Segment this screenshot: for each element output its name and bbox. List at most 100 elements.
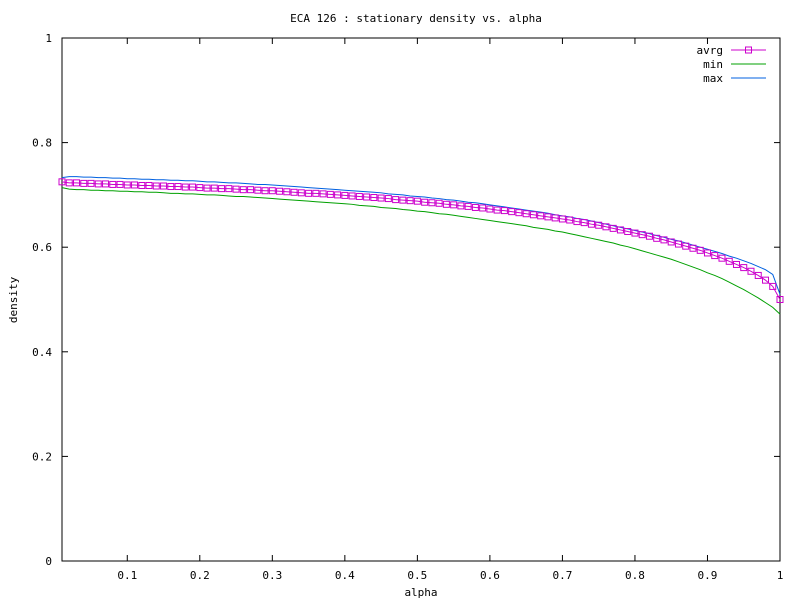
data-point-avrg: [319, 190, 327, 198]
data-point-avrg: [645, 232, 653, 240]
y-tick-label: 0: [45, 555, 52, 568]
data-point-avrg: [109, 180, 117, 188]
y-axis-label: density: [7, 276, 20, 323]
data-point-avrg: [667, 238, 675, 246]
data-point-avrg: [442, 200, 450, 208]
data-point-avrg: [747, 267, 755, 275]
data-point-avrg: [566, 216, 574, 224]
x-tick-label: 0.7: [552, 569, 572, 582]
data-point-avrg: [464, 202, 472, 210]
data-point-avrg: [384, 195, 392, 203]
data-point-avrg: [341, 191, 349, 199]
data-point-avrg: [631, 229, 639, 237]
series-line-max: [61, 176, 781, 295]
data-point-avrg: [624, 228, 632, 236]
data-point-avrg: [696, 246, 704, 254]
data-point-avrg: [326, 190, 334, 198]
data-point-avrg: [653, 234, 661, 242]
data-point-avrg: [196, 184, 204, 192]
data-point-avrg: [58, 178, 66, 186]
chart-title: ECA 126 : stationary density vs. alpha: [290, 12, 542, 25]
y-tick-label: 1: [45, 32, 52, 45]
data-point-avrg: [703, 249, 711, 257]
x-tick-label: 0.4: [335, 569, 355, 582]
data-point-avrg: [493, 206, 501, 214]
data-point-avrg: [312, 189, 320, 197]
data-point-avrg: [537, 212, 545, 220]
legend-label-max: max: [703, 72, 723, 85]
data-point-avrg: [283, 188, 291, 196]
data-point-avrg: [348, 192, 356, 200]
x-axis: 0.1 0.2 0.3 0.4 0.5 0.6 0.7 0.8 0.9 1: [117, 38, 783, 582]
data-point-avrg: [754, 271, 762, 279]
data-point-avrg: [116, 180, 124, 188]
data-point-avrg: [232, 185, 240, 193]
x-tick-label: 1: [777, 569, 784, 582]
series-line-min: [61, 187, 781, 315]
data-point-avrg: [247, 186, 255, 194]
y-tick-label: 0.2: [32, 450, 52, 463]
data-point-avrg: [225, 185, 233, 193]
data-point-avrg: [551, 214, 559, 222]
data-point-avrg: [189, 183, 197, 191]
data-point-avrg: [268, 187, 276, 195]
data-point-avrg: [486, 205, 494, 213]
plot-area: [61, 37, 781, 562]
data-point-avrg: [718, 254, 726, 262]
data-point-avrg: [471, 203, 479, 211]
legend-marker-avrg: [745, 46, 752, 54]
series-layer: [58, 176, 784, 315]
data-point-avrg: [732, 260, 740, 268]
data-point-avrg: [73, 179, 81, 187]
data-point-avrg: [102, 180, 110, 188]
data-point-avrg: [457, 202, 465, 210]
data-point-avrg: [602, 223, 610, 231]
data-point-avrg: [131, 181, 139, 189]
data-point-avrg: [145, 181, 153, 189]
data-point-avrg: [573, 218, 581, 226]
data-point-avrg: [210, 184, 218, 192]
x-tick-label: 0.2: [190, 569, 210, 582]
data-point-avrg: [174, 183, 182, 191]
data-point-avrg: [399, 196, 407, 204]
data-point-avrg: [725, 257, 733, 265]
data-point-avrg: [254, 186, 262, 194]
y-tick-label: 0.8: [32, 137, 52, 150]
x-tick-label: 0.1: [117, 569, 137, 582]
data-point-avrg: [674, 240, 682, 248]
data-point-avrg: [363, 193, 371, 201]
data-point-avrg: [261, 187, 269, 195]
data-point-avrg: [355, 192, 363, 200]
data-point-avrg: [638, 231, 646, 239]
data-point-avrg: [203, 184, 211, 192]
x-tick-label: 0.3: [262, 569, 282, 582]
data-point-avrg: [508, 208, 516, 216]
data-point-avrg: [587, 220, 595, 228]
legend-label-avrg: avrg: [697, 44, 724, 57]
data-point-avrg: [580, 219, 588, 227]
data-point-avrg: [761, 276, 769, 284]
data-point-avrg: [392, 196, 400, 204]
data-point-avrg: [740, 264, 748, 272]
data-point-avrg: [80, 179, 88, 187]
data-point-avrg: [450, 201, 458, 209]
data-point-avrg: [500, 207, 508, 215]
data-point-avrg: [152, 182, 160, 190]
y-axis: 0 0.2 0.4 0.6 0.8 1: [32, 32, 780, 568]
data-point-avrg: [160, 182, 168, 190]
data-point-avrg: [595, 221, 603, 229]
data-point-avrg: [94, 180, 102, 188]
legend-label-min: min: [703, 58, 723, 71]
data-point-avrg: [87, 179, 95, 187]
data-point-avrg: [406, 197, 414, 205]
data-point-avrg: [660, 236, 668, 244]
data-point-avrg: [529, 211, 537, 219]
data-point-avrg: [123, 181, 131, 189]
data-point-avrg: [769, 282, 777, 290]
data-point-avrg: [370, 194, 378, 202]
data-point-avrg: [616, 226, 624, 234]
x-axis-label: alpha: [404, 586, 437, 599]
x-tick-label: 0.5: [407, 569, 427, 582]
data-point-avrg: [522, 210, 530, 218]
